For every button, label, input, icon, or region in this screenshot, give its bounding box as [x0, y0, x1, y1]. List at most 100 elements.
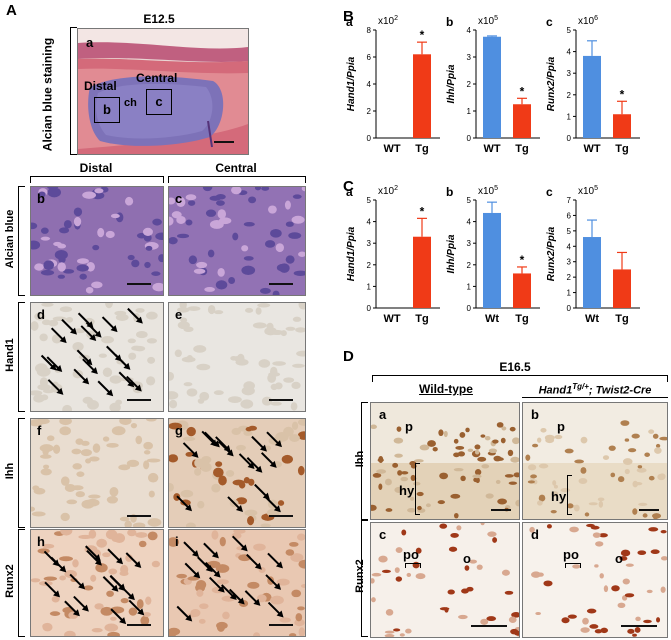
cell	[198, 618, 206, 624]
tg-header-underline	[522, 397, 668, 398]
cell	[94, 188, 104, 194]
cell	[105, 303, 113, 309]
cell	[105, 230, 115, 239]
arrow-shaft	[265, 496, 278, 509]
cell	[400, 471, 409, 475]
subpanel-label: c	[175, 191, 183, 206]
cell	[535, 611, 541, 616]
cell	[624, 593, 635, 598]
arrow-head	[213, 570, 221, 578]
chart-multiplier: x102	[378, 185, 398, 197]
distal-column-header: Distal	[79, 161, 113, 175]
d-runx2-wt-drawing	[371, 523, 519, 637]
cell	[169, 391, 179, 400]
cell	[297, 533, 305, 541]
cell	[597, 497, 605, 502]
cell	[425, 503, 431, 508]
cell-texture	[31, 187, 163, 294]
panel-b-letter: B	[343, 8, 354, 25]
cell	[105, 530, 118, 540]
cell	[553, 484, 558, 489]
y-axis-label: Ihh/Ppia	[446, 234, 457, 273]
alcian-staining-side-label: Alcian blue staining	[18, 36, 74, 156]
cell	[140, 615, 150, 626]
cell	[243, 256, 254, 261]
multiplier-exponent: 2	[394, 15, 398, 22]
row-bracket-d-ihh	[361, 402, 368, 520]
cell	[106, 590, 114, 597]
cell	[120, 598, 129, 604]
arrow-head	[262, 492, 270, 500]
cell	[298, 627, 305, 636]
subpanel-label: d	[37, 307, 45, 322]
cell	[59, 419, 72, 426]
arrow-shaft	[267, 552, 280, 566]
stage-label-e16: E16.5	[499, 360, 531, 374]
cell	[241, 265, 256, 275]
y-tick-label: 7	[567, 196, 572, 205]
cell	[83, 585, 94, 591]
x-category-label: Tg	[515, 313, 528, 325]
y-tick-label: 4	[567, 48, 572, 57]
arrow-shaft	[128, 599, 141, 613]
arrow-shaft	[82, 358, 95, 371]
cell	[461, 588, 469, 594]
cell	[270, 595, 284, 605]
cell	[384, 478, 392, 486]
cell	[573, 504, 580, 512]
cell	[617, 602, 626, 609]
cell	[415, 547, 422, 554]
cell	[187, 200, 196, 206]
cell	[134, 345, 146, 352]
significance-marker: *	[520, 84, 525, 98]
chart-sublabel: c	[546, 15, 553, 29]
arrow-head	[119, 617, 127, 625]
cell	[289, 633, 297, 636]
cell	[467, 448, 474, 452]
cell	[169, 237, 178, 245]
cell	[504, 590, 514, 595]
arrow-head	[240, 544, 248, 552]
o-label-wt: o	[463, 551, 471, 566]
cell	[488, 448, 498, 454]
multiplier-base: x10	[478, 16, 495, 27]
cell	[261, 187, 270, 191]
arrow-shaft	[110, 608, 123, 621]
row-label-d-ihh: Ihh	[354, 450, 366, 468]
cell	[276, 578, 290, 586]
cell	[146, 376, 156, 386]
x-category-label: Wt	[485, 313, 499, 325]
cell	[372, 473, 382, 478]
cell	[531, 571, 541, 578]
arrow-head	[191, 450, 199, 458]
multiplier-exponent: 2	[394, 185, 398, 192]
y-tick-label: 2	[467, 80, 472, 89]
cell	[146, 458, 161, 463]
arrow-shaft	[73, 368, 86, 382]
cell	[450, 532, 459, 538]
multiplier-base: x10	[378, 186, 395, 197]
subpanel-label: i	[175, 534, 179, 549]
arrow-shaft	[127, 307, 140, 321]
cell	[95, 563, 108, 573]
chart-multiplier: x105	[478, 185, 498, 197]
cell	[181, 356, 196, 363]
y-tick-label: 4	[367, 218, 372, 227]
bar-wt	[483, 36, 501, 138]
y-tick-label: 1	[567, 112, 572, 121]
y-tick-label: 5	[367, 196, 372, 205]
cell	[410, 474, 416, 481]
cell	[158, 254, 163, 263]
cell	[376, 469, 387, 474]
cell	[40, 236, 51, 241]
cell	[124, 520, 132, 527]
arrow-head	[81, 604, 89, 612]
cell	[469, 559, 477, 564]
cell	[85, 458, 92, 464]
o-label-tg: o	[615, 551, 623, 566]
cell	[537, 500, 543, 506]
cell	[444, 607, 449, 613]
cell	[193, 268, 206, 274]
arrow-shaft	[217, 440, 231, 454]
